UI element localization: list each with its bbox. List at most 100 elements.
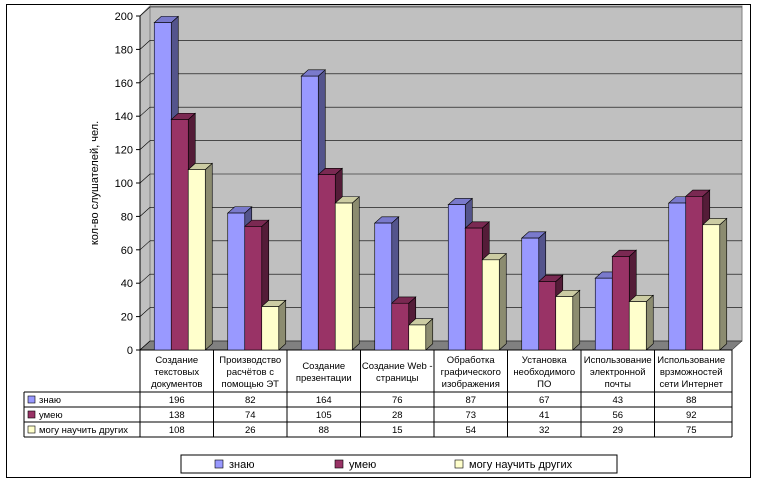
bar-front: [227, 212, 246, 351]
bar-front: [628, 301, 647, 351]
bar: [334, 196, 361, 351]
legend-label: умею: [349, 459, 376, 471]
bar-front: [408, 324, 427, 351]
y-tick-label: 160: [115, 78, 133, 90]
bar-front: [538, 281, 557, 351]
y-tick-label: 0: [127, 345, 133, 357]
bar: [628, 294, 655, 351]
gridline-side: [139, 207, 151, 217]
gridline-side: [139, 173, 151, 184]
bar-front: [374, 222, 393, 351]
x-tick-label: изображения: [442, 379, 500, 390]
gridline-side: [139, 73, 151, 84]
table-value: 54: [465, 425, 476, 436]
table-series-name: умею: [39, 410, 63, 421]
x-tick-label: врзможностей: [660, 367, 723, 378]
bar: [481, 252, 508, 351]
x-tick-label: страницы: [376, 373, 419, 384]
y-tick-label: 60: [121, 245, 133, 257]
x-tick-label: Использование: [657, 355, 725, 366]
x-tick-label: электронной: [590, 367, 646, 378]
table-value: 67: [539, 395, 550, 406]
table-value: 74: [245, 410, 256, 421]
table-value: 32: [539, 425, 550, 436]
bar-side: [351, 196, 360, 351]
x-tick-label: ПО: [537, 379, 551, 390]
table-value: 92: [686, 410, 697, 421]
table-value: 138: [169, 410, 185, 421]
bar-front: [668, 202, 687, 351]
table-value: 88: [318, 425, 329, 436]
y-tick-label: 200: [115, 11, 133, 23]
table-value: 105: [316, 410, 332, 421]
gridline-side: [139, 307, 151, 317]
bar-front: [521, 237, 540, 351]
bar-front: [187, 169, 206, 351]
bar-front: [317, 174, 336, 351]
bar-front: [702, 224, 721, 351]
y-tick-label: 40: [121, 278, 133, 290]
y-tick-label: 100: [115, 178, 133, 190]
bar: [260, 299, 287, 351]
table-series-name: могу научить других: [39, 425, 128, 436]
gridline-side: [139, 140, 151, 150]
table-value: 29: [612, 425, 623, 436]
bar-side: [572, 289, 581, 351]
table-value: 196: [169, 395, 185, 406]
bar: [407, 317, 434, 351]
legend-swatch: [334, 459, 344, 469]
bar-front: [391, 302, 410, 351]
bar-side: [278, 299, 287, 351]
bar-front: [594, 277, 613, 351]
gridline-side: [139, 240, 151, 251]
x-tick-label: графического: [441, 367, 501, 378]
x-tick-label: Производство: [219, 355, 281, 366]
table-value: 88: [686, 395, 697, 406]
bar-front: [300, 75, 319, 351]
table-value: 26: [245, 425, 256, 436]
x-tick-label: Создание: [302, 361, 345, 372]
bar-front: [464, 227, 483, 351]
table-value: 43: [612, 395, 623, 406]
legend-swatch: [454, 459, 464, 469]
bar-front: [153, 22, 172, 351]
table-value: 82: [245, 395, 256, 406]
bar-front: [334, 202, 353, 351]
table-value: 108: [169, 425, 185, 436]
x-tick-label: почты: [605, 379, 632, 390]
bar-side: [204, 162, 213, 351]
y-tick-label: 80: [121, 211, 133, 223]
table-value: 15: [392, 425, 403, 436]
x-tick-label: текстовых: [154, 367, 199, 378]
x-tick-label: расчётов с: [227, 367, 275, 378]
bar: [554, 289, 581, 351]
table-legend-key: [27, 410, 36, 419]
bar-front: [481, 259, 500, 351]
table-value: 75: [686, 425, 697, 436]
legend-box: [180, 454, 618, 474]
plot-side-wall: [139, 4, 151, 352]
bar-side: [498, 252, 507, 351]
table-value: 87: [465, 395, 476, 406]
x-tick-label: документов: [151, 379, 202, 390]
y-axis-label: кол-во слушателей, чел.: [89, 121, 101, 245]
gridline-side: [139, 6, 151, 17]
table-value: 28: [392, 410, 403, 421]
x-tick-label: сети Интернет: [660, 379, 724, 390]
y-tick-label: 120: [115, 145, 133, 157]
table-series-name: знаю: [39, 395, 61, 406]
table-value: 73: [465, 410, 476, 421]
x-tick-label: Создание Web -: [362, 361, 433, 372]
bar: [187, 162, 214, 351]
table-value: 56: [612, 410, 623, 421]
gridline-side: [139, 340, 151, 351]
table-value: 164: [316, 395, 332, 406]
y-tick-label: 180: [115, 44, 133, 56]
bar-front: [555, 296, 574, 351]
gridline-side: [139, 40, 151, 50]
table-legend-key: [27, 425, 36, 434]
y-tick-label: 140: [115, 111, 133, 123]
table-value: 41: [539, 410, 550, 421]
legend-swatch: [214, 459, 224, 469]
